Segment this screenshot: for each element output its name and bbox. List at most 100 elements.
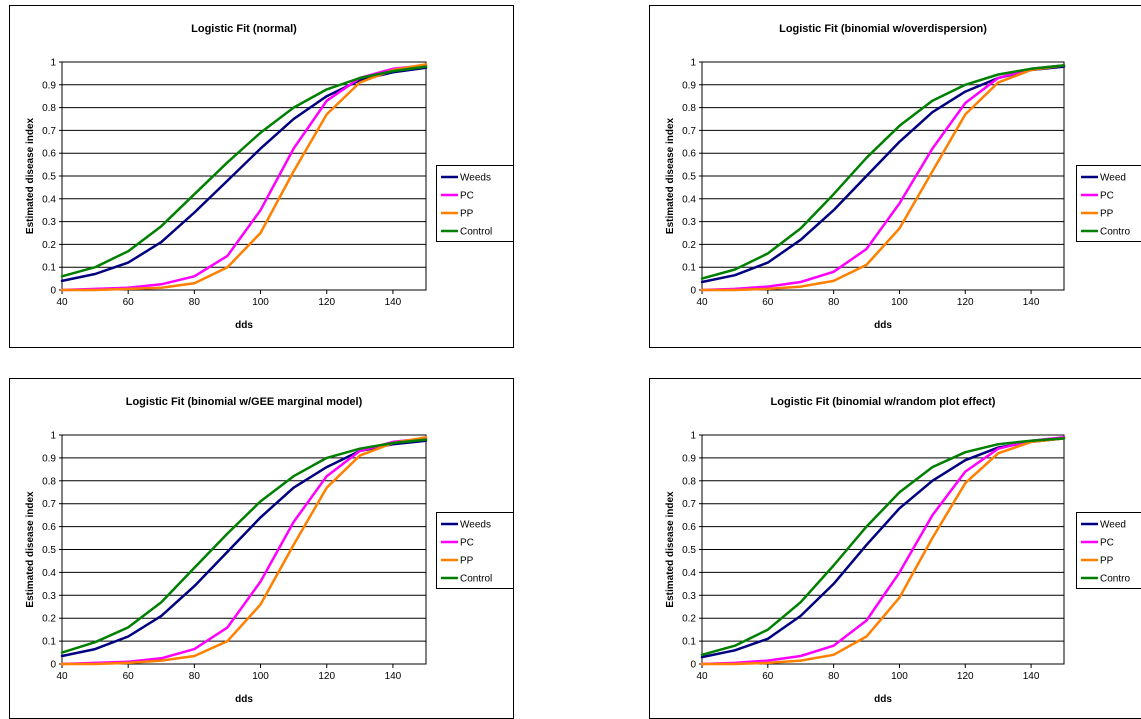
x-axis-label: dds [874,694,892,705]
y-tick-label: 0.4 [682,194,696,205]
legend-label-pp: PP [1100,209,1114,220]
y-tick-label: 0.6 [682,522,696,533]
x-tick-label: 120 [957,671,974,682]
x-tick-label: 60 [123,671,135,682]
x-tick-label: 80 [189,297,201,308]
x-axis-label: dds [874,320,892,331]
x-tick-label: 100 [891,671,908,682]
series-line-pp [700,437,1066,666]
y-tick-label: 1 [50,58,56,69]
x-axis-label: dds [235,320,253,331]
y-tick-label: 1 [690,431,696,442]
chart-panel-normal: Logistic Fit (normal) 0 0.1 0.2 0.3 0.4 0.5 0.6… [9,5,514,348]
legend-label-weeds: Weeds [460,173,491,184]
y-tick-label: 0.7 [682,126,696,137]
chart-title: Logistic Fit (normal) [191,23,297,35]
legend-label-weeds: Weeds [460,520,491,531]
x-tick-label: 140 [385,297,402,308]
chart-svg: Logistic Fit (normal) 0 0.1 0.2 0.3 0.4 0.5 0.6… [9,5,514,348]
y-axis-label: Estimated disease index [665,117,676,234]
plot-area-border [61,61,427,291]
x-tick-label: 80 [828,671,840,682]
x-tick-label: 100 [252,297,269,308]
y-tick-label: 0.5 [42,545,56,556]
chart-title: Logistic Fit (binomial w/GEE marginal mo… [126,396,363,408]
y-tick-label: 0.2 [682,614,696,625]
y-tick-label: 0.4 [42,194,56,205]
y-tick-label: 0.9 [682,80,696,91]
y-tick-label: 0.2 [42,614,56,625]
legend-label-pp: PP [1100,556,1114,567]
legend-label-control: Contro [1100,574,1130,585]
y-tick-label: 0.8 [42,103,56,114]
series-line-pc [700,64,1066,292]
y-tick-label: 0.6 [42,522,56,533]
x-tick-label: 60 [123,297,135,308]
x-tick-label: 140 [385,671,402,682]
series-line-weeds [60,66,428,283]
x-tick-label: 60 [762,297,774,308]
x-tick-label: 80 [828,297,840,308]
y-tick-label: 0.6 [42,149,56,160]
chart-title: Logistic Fit (binomial w/random plot eff… [771,396,996,408]
x-tick-label: 140 [1023,671,1040,682]
y-tick-label: 0.1 [42,637,56,648]
legend-label-pp: PP [460,556,474,567]
chart-panel-overdispersion: Logistic Fit (binomial w/overdispersion)… [649,5,1141,348]
y-tick-label: 0.2 [682,240,696,251]
y-tick-label: 0.4 [42,568,56,579]
legend-label-control: Contro [1100,227,1130,238]
y-tick-label: 0.5 [42,172,56,183]
x-axis-label: dds [235,694,253,705]
x-tick-label: 80 [189,671,201,682]
chart-svg: Logistic Fit (binomial w/overdispersion)… [649,5,1141,348]
x-tick-label: 100 [891,297,908,308]
series-line-pp [60,436,428,666]
y-axis-label: Estimated disease index [25,491,36,608]
y-tick-label: 0.2 [42,240,56,251]
series-line-pp [700,64,1066,292]
series-line-control [60,438,428,654]
y-tick-label: 1 [50,431,56,442]
series-line-pp [60,63,428,292]
x-tick-label: 120 [318,297,335,308]
series-line-pc [700,436,1066,666]
y-tick-label: 0.8 [42,476,56,487]
chart-panel-gee: Logistic Fit (binomial w/GEE marginal mo… [9,378,514,719]
y-tick-label: 0 [50,660,56,671]
y-tick-label: 0.7 [42,499,56,510]
x-tick-label: 120 [318,671,335,682]
legend-label-weeds: Weed [1100,173,1126,184]
x-tick-label: 140 [1023,297,1040,308]
series-line-control [60,65,428,278]
legend-label-pc: PC [1100,191,1114,202]
y-tick-label: 0.5 [682,545,696,556]
y-tick-label: 0.8 [682,103,696,114]
y-tick-label: 0.3 [42,217,56,228]
legend-label-control: Control [460,227,492,238]
chart-svg: Logistic Fit (binomial w/GEE marginal mo… [9,378,514,719]
y-tick-label: 0.3 [682,217,696,228]
legend-label-weeds: Weed [1100,520,1126,531]
y-tick-label: 0.3 [682,591,696,602]
x-tick-label: 60 [762,671,774,682]
plot-area-border [701,61,1065,291]
y-tick-label: 0.7 [42,126,56,137]
x-tick-label: 40 [696,297,708,308]
y-tick-label: 0.3 [42,591,56,602]
x-tick-label: 40 [56,297,68,308]
chart-frame [649,378,1141,719]
chart-title: Logistic Fit (binomial w/overdispersion) [779,23,987,35]
legend-label-control: Control [460,574,492,585]
plot-area-border [701,434,1065,665]
y-tick-label: 0.8 [682,476,696,487]
y-tick-label: 0.4 [682,568,696,579]
legend-label-pc: PC [460,538,474,549]
plot-area-border [61,434,427,665]
y-tick-label: 0 [690,660,696,671]
x-tick-label: 40 [56,671,68,682]
y-tick-label: 0.9 [682,453,696,464]
y-tick-label: 0.9 [42,453,56,464]
series-line-control [700,437,1066,657]
y-tick-label: 0.1 [42,263,56,274]
